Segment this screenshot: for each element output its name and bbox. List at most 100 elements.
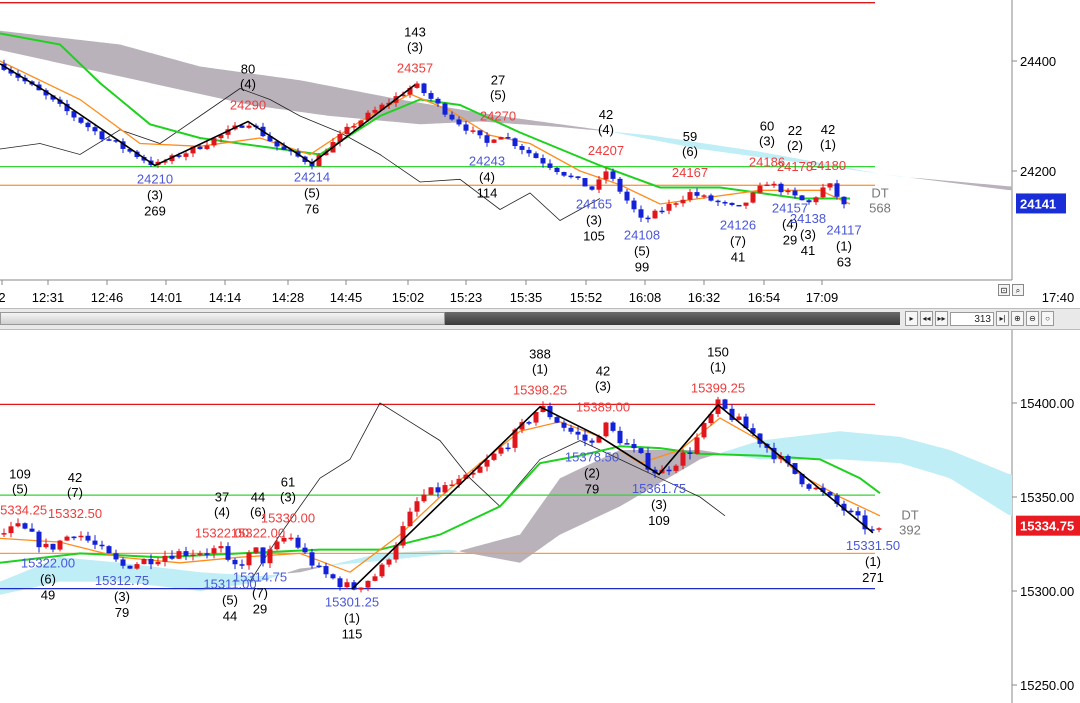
- ichimoku-cloud-segment: [552, 123, 556, 127]
- scroll-forward-icon[interactable]: ▸▸: [935, 311, 948, 326]
- candle-body: [407, 87, 413, 95]
- candle-body: [827, 491, 833, 496]
- pivot-volume-label: 109: [648, 513, 670, 528]
- ichimoku-cloud-segment: [124, 563, 128, 583]
- ichimoku-cloud-segment: [628, 133, 632, 136]
- ichimoku-cloud-segment: [520, 528, 524, 563]
- kijun-sen-line: [0, 32, 850, 200]
- candle-body: [43, 90, 49, 96]
- candle-body: [778, 183, 784, 193]
- candle-body: [463, 124, 469, 131]
- ichimoku-cloud-segment: [988, 184, 992, 188]
- magnifier-icon[interactable]: ⌕: [1012, 284, 1024, 296]
- ichimoku-cloud-segment: [260, 74, 264, 107]
- pivot-count-label: (4): [214, 505, 230, 520]
- ichimoku-cloud-segment: [564, 474, 568, 533]
- ichimoku-cloud-segment: [664, 137, 668, 143]
- candle-body: [771, 447, 777, 460]
- ichimoku-cloud-segment: [108, 561, 112, 582]
- candle-body: [736, 416, 742, 420]
- ichimoku-cloud-segment: [272, 574, 276, 578]
- zoom-out-icon[interactable]: ⊖: [1026, 311, 1039, 326]
- ichimoku-cloud-segment: [528, 517, 532, 558]
- indicator-dt-label: DT: [871, 185, 888, 200]
- pivot-volume-label: 143: [404, 25, 426, 40]
- candle-body: [827, 183, 833, 188]
- bars-count-field[interactable]: 313: [950, 311, 994, 326]
- ichimoku-cloud-segment: [208, 572, 212, 590]
- ichimoku-cloud-segment: [172, 58, 176, 89]
- ichimoku-cloud-segment: [224, 573, 228, 588]
- ichimoku-cloud-segment: [1008, 186, 1012, 191]
- candle-body: [351, 582, 357, 590]
- chart-scrollbar-thumb[interactable]: [0, 312, 445, 325]
- ichimoku-cloud-segment: [300, 568, 304, 573]
- ichimoku-cloud-segment: [540, 500, 544, 549]
- zoom-reset-icon[interactable]: ○: [1041, 311, 1054, 326]
- ichimoku-cloud-segment: [280, 77, 284, 110]
- pivot-price-label: 15311.00: [203, 576, 256, 591]
- ichimoku-cloud-segment: [592, 128, 596, 131]
- ichimoku-cloud-segment: [36, 34, 40, 59]
- ichimoku-cloud-segment: [44, 562, 48, 586]
- scroll-start-icon[interactable]: ▸: [905, 311, 918, 326]
- ichimoku-cloud-segment: [588, 128, 592, 130]
- zoom-in-icon[interactable]: ⊕: [1011, 311, 1024, 326]
- ichimoku-cloud-segment: [208, 67, 212, 97]
- candle-body: [127, 565, 133, 569]
- ichimoku-cloud-segment: [216, 573, 220, 589]
- ichimoku-cloud-segment: [956, 181, 960, 184]
- scroll-end-icon[interactable]: ▸|: [996, 311, 1009, 326]
- candle-body: [78, 535, 84, 538]
- ichimoku-cloud-segment: [292, 79, 296, 112]
- ichimoku-cloud-segment: [600, 129, 604, 132]
- candle-body: [666, 203, 672, 211]
- ichimoku-cloud-segment: [668, 137, 672, 144]
- candle-body: [498, 447, 504, 454]
- ichimoku-cloud-segment: [288, 78, 292, 111]
- ichimoku-cloud-segment: [836, 431, 840, 460]
- ichimoku-cloud-segment: [144, 565, 148, 585]
- ichimoku-cloud-segment: [436, 550, 440, 555]
- candle-body: [624, 443, 630, 445]
- pivot-count-label: (4): [782, 217, 798, 232]
- ichimoku-cloud-segment: [612, 131, 616, 133]
- ichimoku-cloud-segment: [588, 463, 592, 522]
- pivot-volume-label: 37: [215, 490, 229, 505]
- pivot-volume-label: 79: [115, 605, 129, 620]
- time-corner-label: 17:40: [1042, 290, 1075, 305]
- pivot-volume-label: 269: [144, 204, 166, 219]
- ichimoku-cloud-segment: [160, 55, 164, 87]
- ichimoku-cloud-segment: [328, 85, 332, 117]
- ichimoku-cloud-segment: [12, 575, 16, 593]
- ichimoku-cloud-segment: [996, 468, 1000, 510]
- ichimoku-cloud-segment: [84, 40, 88, 70]
- pivot-count-label: (4): [598, 122, 614, 137]
- ichimoku-cloud-segment: [732, 448, 736, 456]
- ichimoku-cloud-segment: [36, 565, 40, 587]
- ichimoku-cloud-segment: [104, 561, 108, 582]
- candle-body: [792, 190, 798, 196]
- ichimoku-cloud-segment: [164, 56, 168, 87]
- pivot-count-label: (3): [280, 490, 296, 505]
- ichimoku-cloud-segment: [400, 99, 404, 123]
- pivot-volume-label: 41: [801, 243, 815, 258]
- zoom-area-icon[interactable]: ⊡: [998, 284, 1010, 296]
- candle-body: [624, 191, 630, 201]
- ichimoku-cloud-segment: [648, 135, 652, 140]
- ichimoku-cloud-segment: [724, 146, 728, 153]
- pivot-count-label: (7): [730, 234, 746, 249]
- ichimoku-cloud-segment: [608, 131, 612, 133]
- candle-body: [358, 120, 364, 127]
- pivot-count-label: (3): [595, 379, 611, 394]
- ichimoku-cloud-segment: [820, 162, 824, 167]
- scroll-back-icon[interactable]: ◂◂: [920, 311, 933, 326]
- pivot-price-label: 15378.50: [565, 449, 619, 464]
- candle-body: [218, 134, 224, 139]
- candle-body: [575, 431, 581, 435]
- ichimoku-cloud-segment: [920, 178, 924, 180]
- ichimoku-cloud-segment: [40, 563, 44, 586]
- ichimoku-cloud-segment: [384, 96, 388, 122]
- ichimoku-cloud-segment: [856, 169, 860, 171]
- candle-body: [680, 452, 686, 466]
